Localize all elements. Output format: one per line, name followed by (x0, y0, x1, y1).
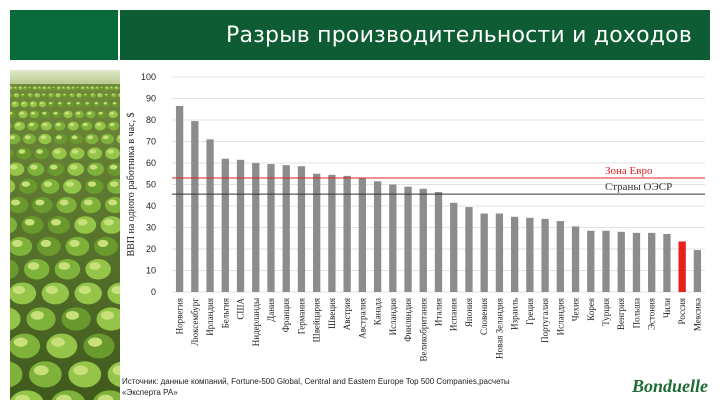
bar (358, 178, 367, 292)
bar (236, 159, 245, 292)
lettuce-field-illustration (10, 70, 120, 400)
y-tick-label: 100 (141, 72, 156, 82)
x-tick-label: Италия (434, 298, 444, 326)
eurozone-line-label: Зона Евро (605, 165, 653, 177)
x-tick-label: Мексика (692, 298, 702, 331)
title-accent-block (10, 10, 118, 60)
x-tick-label: США (236, 298, 246, 320)
bar (419, 188, 427, 292)
x-tick-label: Люксембург (190, 298, 200, 346)
bar (571, 226, 580, 292)
bar (221, 158, 229, 292)
bar (617, 231, 625, 292)
y-tick-label: 60 (146, 158, 156, 168)
bar (343, 175, 351, 292)
bar (693, 250, 702, 292)
bar (663, 233, 671, 292)
oecd-line-label: Страны ОЭСР (605, 181, 672, 193)
x-tick-label: Эстония (647, 298, 657, 330)
x-tick-label: Дания (266, 298, 276, 322)
bar (495, 213, 504, 292)
x-tick-label: Новая Зеландия (494, 298, 504, 359)
bar (434, 192, 443, 292)
title-bar: Разрыв производительности и доходов (120, 10, 710, 60)
source-note: Источник: данные компаний, Fortune-500 G… (122, 377, 510, 397)
y-tick-label: 40 (146, 201, 156, 211)
x-tick-label: Бельгия (220, 298, 230, 328)
x-tick-label: Чехия (571, 298, 581, 321)
x-tick-label: Израиль (510, 298, 520, 330)
x-tick-label: Швеция (327, 298, 337, 329)
bar (556, 221, 564, 292)
y-axis-ticks: 0 10 20 30 40 50 60 70 80 90 100 (141, 72, 156, 297)
bars (175, 106, 702, 293)
x-tick-label: Великобритания (418, 298, 428, 361)
bar (404, 186, 412, 292)
x-tick-label: Германия (296, 298, 306, 334)
y-tick-label: 70 (146, 137, 156, 147)
bar-highlight (678, 241, 686, 292)
bar (632, 232, 641, 292)
bar (267, 164, 275, 292)
bar (450, 202, 458, 292)
bar (313, 173, 321, 292)
bar (206, 139, 214, 292)
productivity-bar-chart: 0 10 20 30 40 50 60 70 80 90 100 Зона Евро Страны О… (126, 72, 705, 362)
x-tick-label: Корея (586, 298, 596, 321)
x-tick-label: Венгрия (616, 298, 626, 330)
x-tick-label: Чили (662, 298, 672, 318)
bar (587, 230, 595, 292)
y-tick-label: 10 (146, 266, 156, 276)
x-tick-label: Ирландия (205, 298, 215, 336)
x-tick-label: Япония (464, 298, 474, 327)
y-tick-label: 30 (146, 223, 156, 233)
bar (648, 232, 656, 292)
bar (465, 207, 473, 292)
bar (328, 174, 336, 292)
bar (526, 217, 534, 292)
bonduelle-logo: Bonduelle (632, 376, 709, 396)
x-tick-label: Испания (449, 298, 459, 331)
bar (510, 216, 519, 292)
lettuce-field-image (10, 70, 120, 400)
bar (191, 121, 199, 292)
x-tick-label: Норвегия (175, 298, 185, 334)
bar (282, 165, 290, 292)
bar (373, 181, 382, 292)
x-tick-label: Португалия (540, 298, 550, 343)
bar (602, 230, 610, 292)
x-tick-label: Австрия (342, 298, 352, 330)
x-tick-label: Польша (631, 298, 641, 328)
y-tick-label: 0 (151, 287, 156, 297)
bar (541, 218, 549, 292)
x-tick-label: Россия (677, 298, 687, 324)
x-tick-label: Австралия (357, 298, 367, 339)
x-tick-label: Нидерланды (251, 298, 261, 346)
x-tick-label: Финляндия (403, 298, 413, 342)
reference-lines: Зона Евро Страны ОЭСР (172, 165, 705, 195)
x-tick-label: Греция (525, 298, 535, 325)
bar (389, 184, 397, 292)
x-tick-label: Словения (479, 298, 489, 335)
x-axis-labels: Норвегия Люксембург Ирландия Бельгия США Ниде… (175, 298, 703, 362)
x-tick-label: Турция (601, 298, 611, 326)
y-tick-label: 80 (146, 115, 156, 125)
page-title: Разрыв производительности и доходов (226, 22, 692, 48)
x-tick-label: Франция (281, 298, 291, 332)
bar (175, 106, 184, 293)
y-axis-label: ВВП на одного работника в час, $ (126, 112, 137, 256)
x-tick-label: Швейцария (312, 298, 322, 342)
x-tick-label: Канада (373, 298, 383, 325)
y-tick-label: 50 (146, 180, 156, 190)
bar (480, 213, 488, 292)
x-tick-label: Исландия (555, 298, 565, 335)
chart-grid (172, 76, 705, 293)
bar (252, 163, 260, 292)
bar (297, 166, 306, 292)
y-tick-label: 90 (146, 94, 156, 104)
x-tick-label: Исландия (388, 298, 398, 335)
y-tick-label: 20 (146, 244, 156, 254)
